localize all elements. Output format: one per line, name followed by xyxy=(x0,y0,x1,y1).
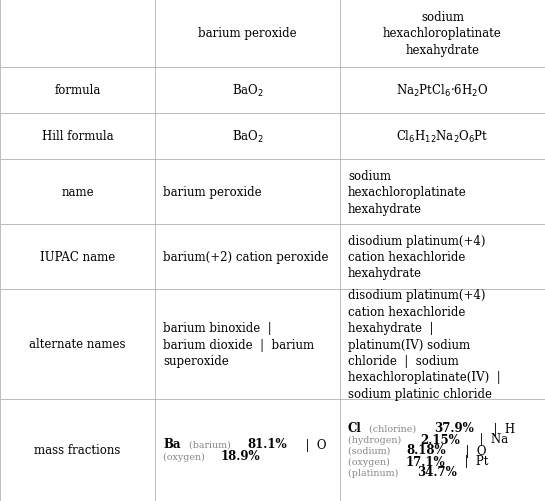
Text: alternate names: alternate names xyxy=(29,338,126,351)
Text: 17.1%: 17.1% xyxy=(406,454,445,467)
Text: 8.18%: 8.18% xyxy=(407,443,446,456)
Text: (barium): (barium) xyxy=(186,439,233,448)
Text: barium binoxide  |
barium dioxide  |  barium
superoxide: barium binoxide | barium dioxide | bariu… xyxy=(163,321,314,367)
Text: barium(+2) cation peroxide: barium(+2) cation peroxide xyxy=(163,250,329,264)
Text: disodium platinum(+4)
cation hexachloride
hexahydrate  |
platinum(IV) sodium
chl: disodium platinum(+4) cation hexachlorid… xyxy=(348,289,501,400)
Text: |  Pt: | Pt xyxy=(457,454,488,467)
Text: formula: formula xyxy=(54,84,101,97)
Text: 2.15%: 2.15% xyxy=(421,433,461,445)
Text: sodium
hexachloroplatinate
hexahydrate: sodium hexachloroplatinate hexahydrate xyxy=(383,11,502,57)
Text: 18.9%: 18.9% xyxy=(221,449,261,462)
Text: |  O: | O xyxy=(458,443,486,456)
Text: barium peroxide: barium peroxide xyxy=(163,186,262,198)
Text: Cl: Cl xyxy=(348,422,362,435)
Text: (sodium): (sodium) xyxy=(348,445,393,454)
Text: BaO$_2$: BaO$_2$ xyxy=(232,129,263,145)
Text: |  Na: | Na xyxy=(472,433,508,445)
Text: barium peroxide: barium peroxide xyxy=(198,28,297,41)
Text: (chlorine): (chlorine) xyxy=(366,424,419,433)
Text: BaO$_2$: BaO$_2$ xyxy=(232,83,263,99)
Text: Hill formula: Hill formula xyxy=(41,130,113,143)
Text: Na$_2$PtCl$_6$·6H$_2$O: Na$_2$PtCl$_6$·6H$_2$O xyxy=(396,83,489,99)
Text: name: name xyxy=(61,186,94,198)
Text: (platinum): (platinum) xyxy=(348,467,401,476)
Text: IUPAC name: IUPAC name xyxy=(40,250,115,264)
Text: (oxygen): (oxygen) xyxy=(163,451,208,460)
Text: disodium platinum(+4)
cation hexachloride
hexahydrate: disodium platinum(+4) cation hexachlorid… xyxy=(348,234,486,280)
Text: |  O: | O xyxy=(299,438,327,450)
Text: |  H: | H xyxy=(486,422,514,435)
Text: (oxygen): (oxygen) xyxy=(348,456,393,465)
Text: mass fractions: mass fractions xyxy=(34,443,120,456)
Text: 81.1%: 81.1% xyxy=(247,438,287,450)
Text: Ba: Ba xyxy=(163,438,180,450)
Text: 34.7%: 34.7% xyxy=(417,465,457,478)
Text: 37.9%: 37.9% xyxy=(434,422,474,435)
Text: sodium
hexachloroplatinate
hexahydrate: sodium hexachloroplatinate hexahydrate xyxy=(348,169,467,215)
Text: Cl$_6$H$_{12}$Na$_2$O$_6$Pt: Cl$_6$H$_{12}$Na$_2$O$_6$Pt xyxy=(396,129,489,145)
Text: (hydrogen): (hydrogen) xyxy=(348,434,404,444)
